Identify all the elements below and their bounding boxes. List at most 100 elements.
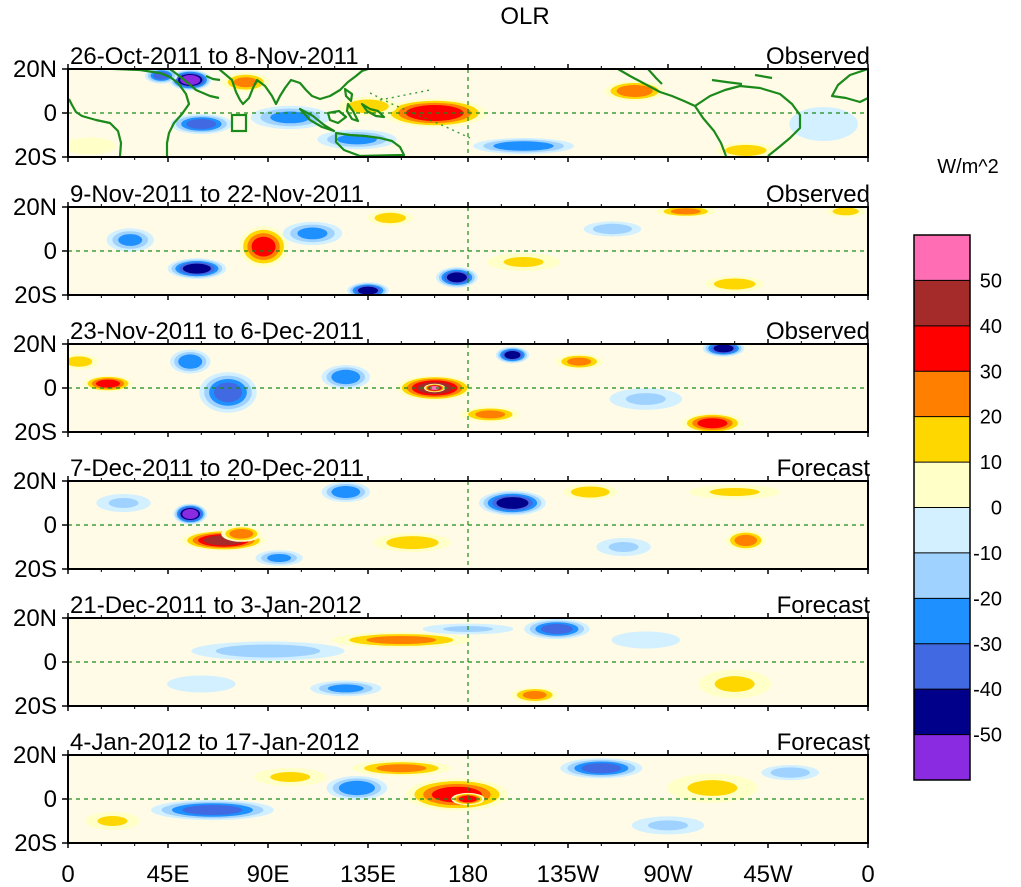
anomaly-contour [376, 764, 427, 773]
anomaly-contour [267, 554, 292, 562]
anomaly-contour [118, 234, 143, 246]
anomaly-contour [251, 236, 276, 257]
anomaly-contour [270, 772, 311, 782]
colorbar-swatch [914, 734, 970, 781]
x-tick-label: 0 [861, 861, 874, 887]
colorbar-tick-label: -20 [973, 588, 1002, 610]
y-tick-label: 0 [44, 100, 57, 127]
anomaly-contour [182, 509, 199, 519]
y-tick-label: 20N [13, 605, 57, 632]
anomaly-field [106, 207, 865, 295]
anomaly-contour [504, 351, 521, 359]
panel-date-range: 4-Jan-2012 to 17-Jan-2012 [70, 729, 360, 756]
x-axis: 0 45E 90E 135E 180 135W 90W 45W 0 [61, 861, 874, 887]
y-tick-label: 20S [14, 693, 57, 720]
anomaly-contour [697, 418, 728, 429]
anomaly-contour [503, 257, 544, 267]
colorbar-tick-label: -30 [973, 634, 1002, 656]
anomaly-contour [215, 644, 321, 658]
anomaly-contour [592, 223, 633, 235]
y-tick-label: 0 [44, 512, 57, 539]
panel-status: Forecast [777, 455, 871, 482]
map-panel: 20N 0 20S 9-Nov-2011 to 22-Nov-2011 Observed [13, 181, 870, 309]
anomaly-contour [358, 286, 378, 295]
anomaly-field [167, 618, 771, 703]
panel-date-range: 21-Dec-2011 to 3-Jan-2012 [70, 592, 362, 619]
y-tick-label: 0 [44, 375, 57, 402]
anomaly-contour [493, 141, 554, 151]
map-panel: 20N 0 20S 21-Dec-2011 to 3-Jan-2012 Forecast [13, 592, 870, 720]
x-tick-label: 135E [340, 861, 396, 887]
anomaly-contour [214, 382, 242, 403]
anomaly-contour [347, 99, 389, 114]
anomaly-contour [446, 272, 467, 283]
anomaly-contour [670, 208, 701, 215]
anomaly-contour [167, 675, 236, 693]
anomaly-contour [96, 379, 120, 388]
y-tick-label: 0 [44, 786, 57, 813]
anomaly-contour [429, 386, 440, 390]
colorbar-swatch [914, 643, 970, 690]
colorbar-swatch [914, 598, 970, 645]
colorbar-swatch [914, 280, 970, 327]
colorbar-swatch [914, 371, 970, 417]
y-tick-label: 20N [13, 56, 57, 83]
anomaly-field [96, 482, 781, 566]
colorbar-swatch [914, 416, 970, 463]
anomaly-contour [770, 767, 810, 778]
anomaly-contour [724, 144, 767, 156]
anomaly-contour [182, 263, 211, 274]
anomaly-contour [713, 344, 734, 353]
anomaly-contour [331, 486, 361, 498]
y-tick-label: 20S [14, 282, 57, 309]
colorbar-tick-label: 10 [980, 452, 1002, 474]
panel-status: Forecast [777, 592, 871, 619]
anomaly-field [85, 758, 820, 835]
anomaly-contour [97, 816, 128, 826]
colorbar-frame [913, 234, 971, 781]
colorbar-swatch [914, 552, 970, 599]
y-tick-label: 20S [14, 419, 57, 446]
anomaly-contour [540, 624, 573, 634]
units-label: W/m^2 [937, 156, 999, 178]
anomaly-contour [789, 107, 858, 141]
x-tick-label: 90E [247, 861, 290, 887]
anomaly-contour [567, 357, 592, 366]
anomaly-contour [581, 763, 622, 774]
anomaly-contour [297, 227, 328, 240]
anomaly-contour [832, 207, 859, 216]
anomaly-contour [714, 676, 755, 692]
colorbar-tick-label: -40 [973, 679, 1002, 701]
colorbar-tick-label: 20 [980, 407, 1002, 429]
map-panel: 20N 0 20S 23-Nov-2011 to 6-Dec-2011 Observed [13, 318, 870, 446]
colorbar-tick-label: -50 [973, 725, 1002, 747]
panels: 20N 0 20S 26-Oct-2011 to 8-Nov-2011 Observed… [13, 43, 870, 857]
panel-status: Observed [766, 318, 870, 345]
colorbar-tick-label: -10 [973, 543, 1002, 565]
anomaly-contour [68, 356, 93, 367]
anomaly-contour [405, 105, 464, 121]
anomaly-contour [522, 691, 547, 699]
colorbar-swatch [914, 689, 970, 735]
panel-status: Observed [766, 43, 870, 70]
anomaly-contour [327, 684, 364, 693]
anomaly-contour [178, 354, 203, 369]
anomaly-contour [713, 278, 756, 290]
anomaly-contour [687, 780, 738, 796]
anomaly-contour [496, 497, 529, 509]
colorbar-swatch [914, 507, 970, 554]
anomaly-contour [616, 85, 653, 97]
anomaly-contour [625, 393, 666, 405]
x-tick-label: 180 [448, 861, 488, 887]
anomaly-contour [734, 534, 758, 547]
colorbar-swatch [914, 462, 970, 508]
x-tick-label: 90W [643, 861, 693, 887]
y-tick-label: 20S [14, 830, 57, 857]
anomaly-field [68, 344, 745, 432]
y-tick-label: 20N [13, 331, 57, 358]
y-tick-label: 20N [13, 742, 57, 769]
panel-status: Observed [766, 181, 870, 208]
map-panel: 20N 0 20S 7-Dec-2011 to 20-Dec-2011 Forecast [13, 455, 870, 583]
panel-date-range: 7-Dec-2011 to 20-Dec-2011 [70, 455, 364, 482]
